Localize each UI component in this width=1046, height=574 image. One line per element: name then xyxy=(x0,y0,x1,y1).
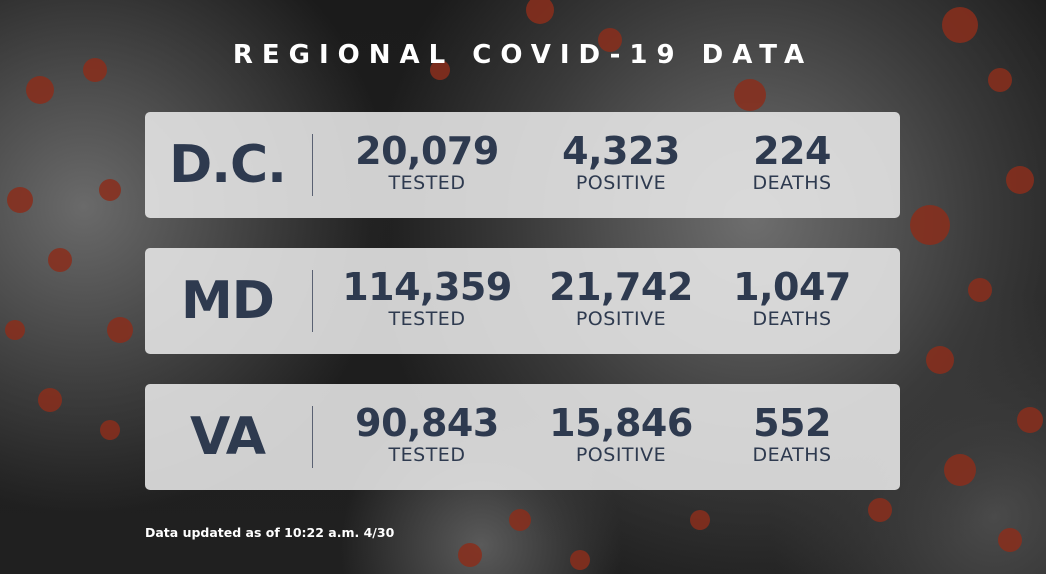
positive-value: 21,742 xyxy=(549,265,693,309)
positive-stat: 4,323 POSITIVE xyxy=(526,130,716,194)
tested-stat: 114,359 TESTED xyxy=(332,266,522,330)
tested-stat: 20,079 TESTED xyxy=(332,130,522,194)
update-timestamp: Data updated as of 10:22 a.m. 4/30 xyxy=(145,525,395,540)
positive-label: POSITIVE xyxy=(575,308,667,330)
deaths-value: 1,047 xyxy=(733,265,851,309)
deaths-label: DEATHS xyxy=(752,308,832,330)
page-title: REGIONAL COVID-19 DATA xyxy=(232,40,814,70)
tested-label: TESTED xyxy=(388,444,466,466)
tested-label: TESTED xyxy=(388,308,466,330)
tested-stat: 90,843 TESTED xyxy=(332,402,522,466)
deaths-stat: 224 DEATHS xyxy=(697,130,887,194)
tested-value: 114,359 xyxy=(342,265,512,309)
positive-stat: 15,846 POSITIVE xyxy=(526,402,716,466)
positive-stat: 21,742 POSITIVE xyxy=(526,266,716,330)
region-abbr: MD xyxy=(181,271,275,331)
region-card-va: VA 90,843 TESTED 15,846 POSITIVE 552 DEA… xyxy=(145,384,900,490)
deaths-stat: 552 DEATHS xyxy=(697,402,887,466)
deaths-label: DEATHS xyxy=(752,444,832,466)
positive-label: POSITIVE xyxy=(575,172,667,194)
positive-value: 4,323 xyxy=(562,129,680,173)
region-card-dc: D.C. 20,079 TESTED 4,323 POSITIVE 224 DE… xyxy=(145,112,900,218)
tested-value: 20,079 xyxy=(355,129,499,173)
region-abbr: VA xyxy=(190,407,266,467)
deaths-label: DEATHS xyxy=(752,172,832,194)
deaths-value: 552 xyxy=(753,401,831,445)
positive-label: POSITIVE xyxy=(575,444,667,466)
tested-label: TESTED xyxy=(388,172,466,194)
deaths-stat: 1,047 DEATHS xyxy=(697,266,887,330)
positive-value: 15,846 xyxy=(549,401,693,445)
divider xyxy=(312,406,313,468)
tested-value: 90,843 xyxy=(355,401,499,445)
deaths-value: 224 xyxy=(753,129,831,173)
region-abbr: D.C. xyxy=(169,135,287,195)
divider xyxy=(312,270,313,332)
divider xyxy=(312,134,313,196)
region-card-md: MD 114,359 TESTED 21,742 POSITIVE 1,047 … xyxy=(145,248,900,354)
